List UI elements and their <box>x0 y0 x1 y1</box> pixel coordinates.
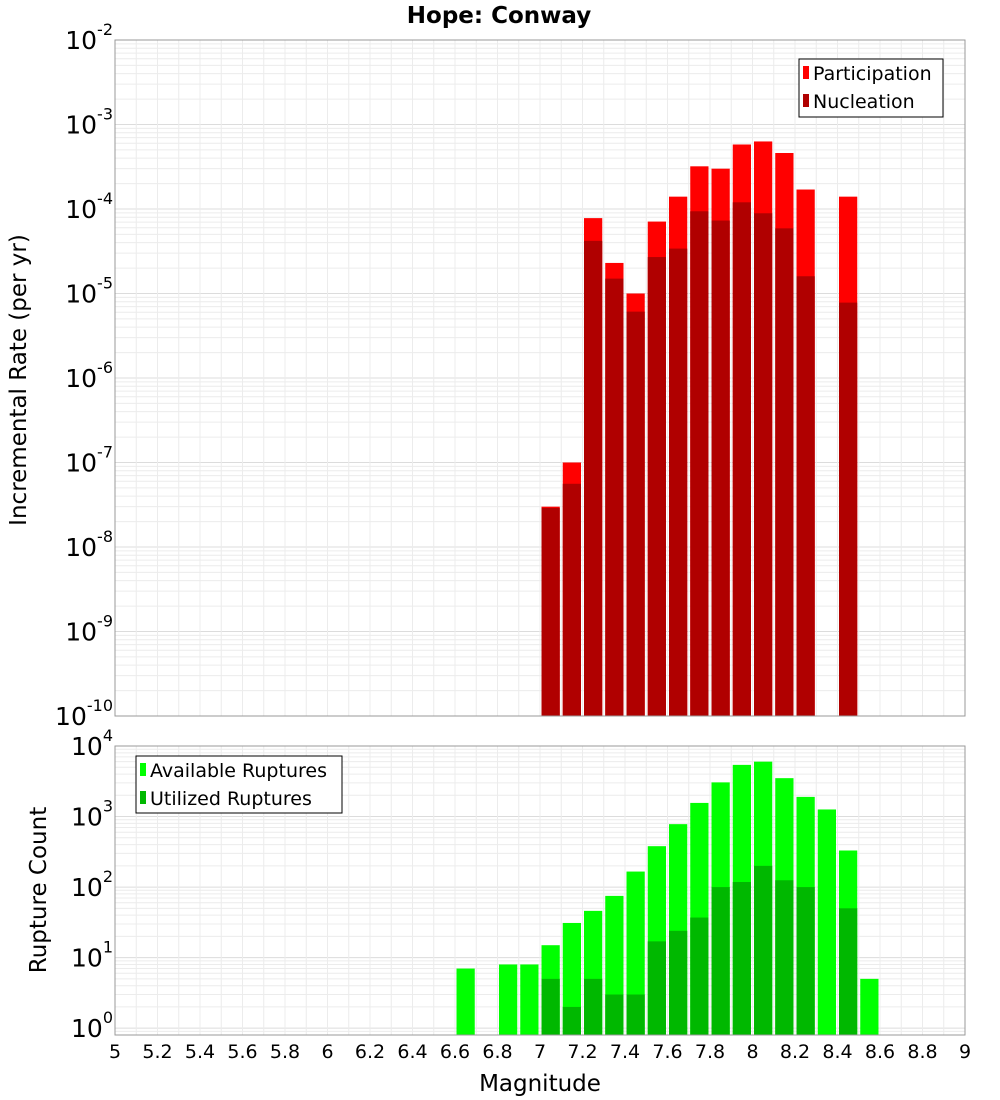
x-tick-label: 5.8 <box>270 1041 300 1063</box>
bottom-y-tick-label: 100 <box>71 1008 113 1043</box>
top-legend-box <box>798 58 944 118</box>
legend-swatch-participation <box>803 66 809 79</box>
bottom-bar-utilized-ruptures <box>605 994 624 1035</box>
x-tick-label: 6.8 <box>482 1041 512 1063</box>
bottom-bar-available-ruptures <box>817 809 836 1035</box>
top-plot-frame <box>114 39 966 717</box>
bottom-y-axis-ticks: 100 101 102 103 104 <box>71 726 113 1043</box>
top-bar-nucleation <box>711 220 730 716</box>
bottom-y-tick-label: 102 <box>71 867 113 902</box>
legend-label-nucleation: Nucleation <box>813 91 915 113</box>
bottom-y-axis-title: Rupture Count <box>26 807 52 973</box>
top-bar-nucleation <box>690 211 709 716</box>
bottom-bar-utilized-ruptures <box>690 917 709 1035</box>
bottom-bar-available-ruptures <box>520 964 539 1035</box>
bottom-bar-utilized-ruptures <box>732 882 751 1035</box>
top-y-tick-label: 10-9 <box>65 612 113 647</box>
top-y-tick-label: 10-3 <box>65 105 113 140</box>
x-tick-label: 8.4 <box>822 1041 852 1063</box>
x-tick-label: 5.6 <box>227 1041 257 1063</box>
bottom-plot-bars <box>456 761 879 1035</box>
x-tick-label: 8.6 <box>865 1041 895 1063</box>
top-bar-nucleation <box>584 240 603 716</box>
top-bar-nucleation <box>775 228 794 716</box>
top-y-tick-label: 10-5 <box>65 274 113 309</box>
top-bar-nucleation <box>839 302 858 716</box>
x-axis-ticks: 5 5.2 5.4 5.6 5.8 6 6.2 6.4 6.6 6.8 7 7.2 7.4 7.6 7.8 8… <box>109 1041 971 1063</box>
top-y-tick-label: 10-8 <box>65 527 113 562</box>
top-bar-nucleation <box>626 311 645 716</box>
top-legend: Participation Nucleation <box>798 58 944 118</box>
x-tick-label: 5.2 <box>142 1041 172 1063</box>
top-bar-nucleation <box>732 202 751 716</box>
x-tick-label: 6.2 <box>355 1041 385 1063</box>
legend-swatch-available-ruptures <box>140 763 146 776</box>
bottom-bar-utilized-ruptures <box>754 865 773 1035</box>
x-tick-label: 9 <box>959 1041 971 1063</box>
top-y-tick-label: 10-6 <box>65 358 113 393</box>
bottom-legend-box <box>135 755 343 814</box>
bottom-bar-available-ruptures <box>456 968 475 1035</box>
top-y-tick-label: 10-2 <box>65 20 113 55</box>
bottom-bar-available-ruptures <box>860 978 879 1035</box>
x-tick-label: 7.4 <box>610 1041 640 1063</box>
top-y-tick-label: 10-10 <box>55 696 113 731</box>
bottom-y-tick-label: 104 <box>71 726 113 761</box>
top-y-tick-label: 10-7 <box>65 443 113 478</box>
legend-swatch-utilized-ruptures <box>140 791 146 804</box>
top-bar-nucleation <box>605 278 624 716</box>
x-tick-label: 7.6 <box>652 1041 682 1063</box>
x-tick-label: 6 <box>321 1041 333 1063</box>
bottom-bar-utilized-ruptures <box>669 930 688 1035</box>
top-bar-nucleation <box>562 483 581 716</box>
legend-label-participation: Participation <box>813 63 932 85</box>
top-bar-nucleation <box>754 213 773 716</box>
bottom-bar-utilized-ruptures <box>647 941 666 1035</box>
top-plot-grid <box>114 39 966 717</box>
top-bar-nucleation <box>669 248 688 716</box>
top-bar-nucleation <box>647 257 666 716</box>
x-tick-label: 6.6 <box>440 1041 470 1063</box>
x-tick-label: 7.8 <box>695 1041 725 1063</box>
x-tick-label: 5.4 <box>185 1041 215 1063</box>
chart-title: Hope: Conway <box>407 3 591 29</box>
top-y-tick-label: 10-4 <box>65 189 113 224</box>
x-tick-label: 8.2 <box>780 1041 810 1063</box>
bottom-bar-utilized-ruptures <box>626 994 645 1035</box>
top-bar-nucleation <box>541 507 560 716</box>
x-tick-label: 5 <box>109 1041 121 1063</box>
top-y-axis-title: Incremental Rate (per yr) <box>6 234 32 526</box>
bottom-bar-available-ruptures <box>499 964 518 1035</box>
x-tick-label: 8 <box>746 1041 758 1063</box>
legend-swatch-nucleation <box>803 94 809 107</box>
bottom-bar-utilized-ruptures <box>711 887 730 1035</box>
x-tick-label: 6.4 <box>397 1041 427 1063</box>
legend-label-available-ruptures: Available Ruptures <box>150 760 327 782</box>
bottom-bar-available-ruptures <box>626 871 645 1035</box>
bottom-bar-utilized-ruptures <box>796 887 815 1035</box>
bottom-bar-utilized-ruptures <box>775 880 794 1035</box>
top-y-axis-ticks: 10-10 10-9 10-8 10-7 10-6 10-5 10-4 10-3 10-2 <box>55 20 113 731</box>
bottom-bar-utilized-ruptures <box>584 978 603 1035</box>
x-tick-label: 7 <box>534 1041 546 1063</box>
bottom-bar-utilized-ruptures <box>562 1006 581 1035</box>
bottom-legend: Available Ruptures Utilized Ruptures <box>135 755 343 814</box>
bottom-bar-utilized-ruptures <box>541 978 560 1035</box>
bottom-y-tick-label: 101 <box>71 938 113 973</box>
x-tick-label: 8.8 <box>907 1041 937 1063</box>
bottom-y-tick-label: 103 <box>71 797 113 832</box>
bottom-bar-utilized-ruptures <box>839 908 858 1035</box>
x-axis-title: Magnitude <box>479 1071 601 1097</box>
legend-label-utilized-ruptures: Utilized Ruptures <box>150 788 312 810</box>
bottom-plot-frame <box>114 745 966 1036</box>
top-plot-bars <box>541 141 858 717</box>
x-tick-label: 7.2 <box>567 1041 597 1063</box>
top-bar-nucleation <box>796 276 815 716</box>
